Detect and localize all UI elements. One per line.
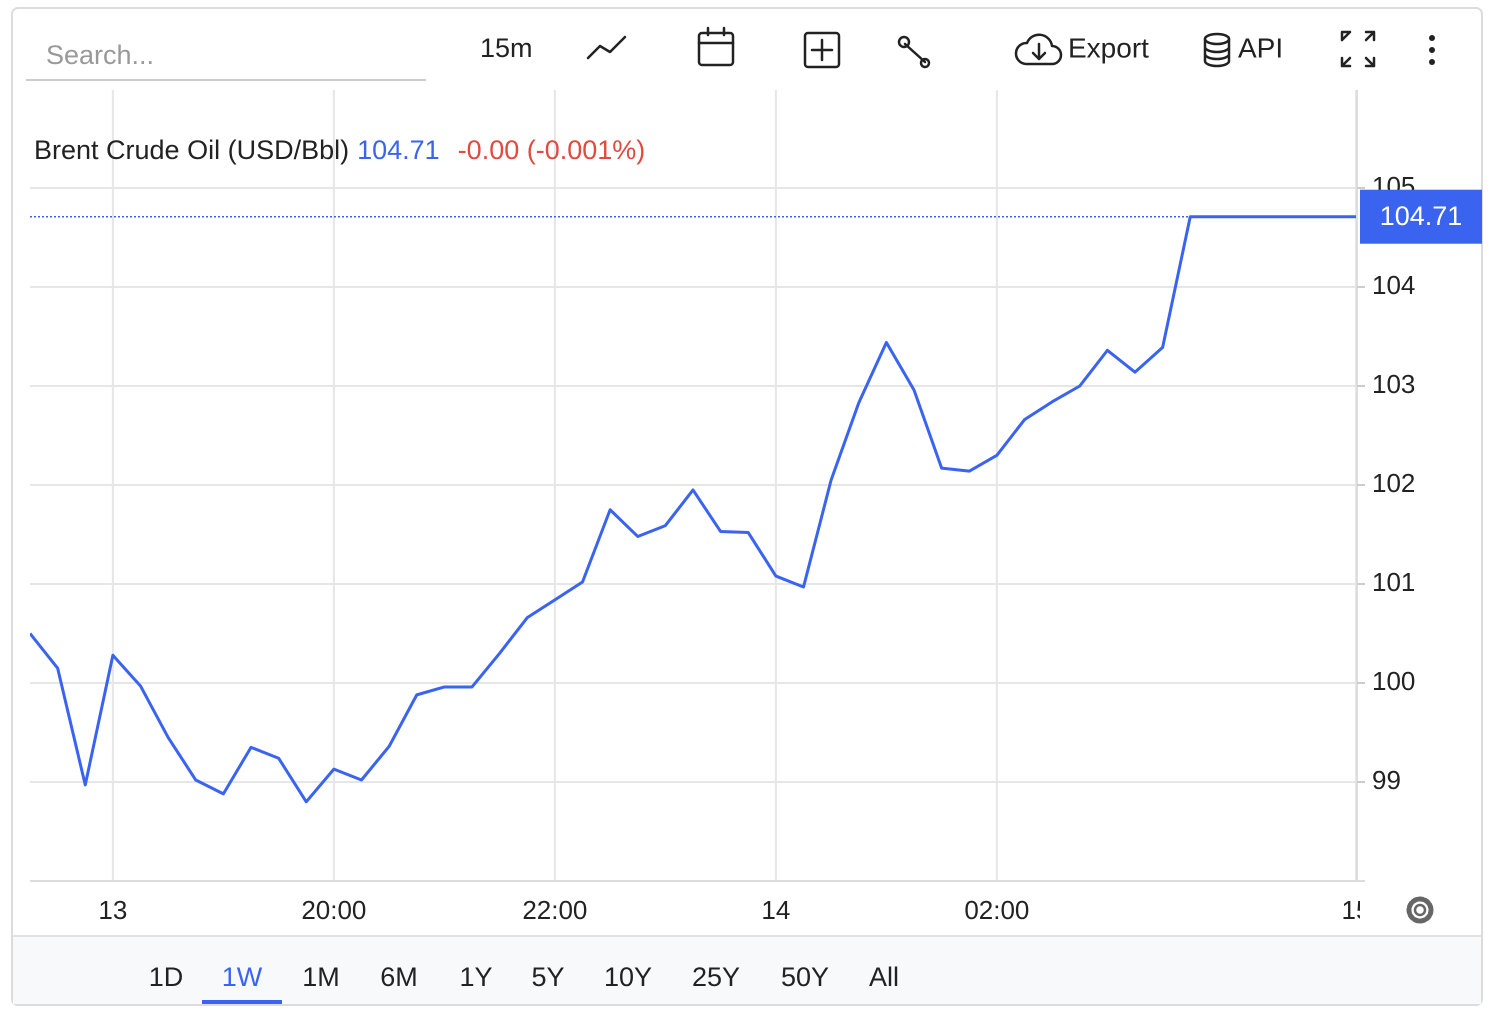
range-button[interactable]: 1D <box>149 962 184 992</box>
plot <box>30 215 1358 804</box>
chart-type-icon[interactable] <box>586 35 627 60</box>
y-tick-label: 104 <box>1372 270 1415 300</box>
y-tick-label: 103 <box>1372 369 1415 399</box>
y-tick-label: 99 <box>1372 765 1401 795</box>
export-button[interactable]: Export <box>1014 32 1149 66</box>
x-tick-label: 14 <box>761 895 790 925</box>
range-button[interactable]: 1Y <box>459 962 492 992</box>
range-bar <box>13 936 1481 1004</box>
x-tick-label: 20:00 <box>301 895 366 925</box>
last-value-box <box>1360 189 1482 244</box>
range-button[interactable]: 25Y <box>692 962 740 992</box>
last-value-label: 104.71 <box>1380 201 1463 231</box>
range-button[interactable]: 1W <box>222 962 263 992</box>
y-tick-label: 101 <box>1372 567 1415 597</box>
range-button[interactable]: 1M <box>302 962 340 992</box>
api-button[interactable]: API <box>1203 32 1283 68</box>
menu-icon[interactable] <box>1429 35 1435 65</box>
export-label[interactable]: Export <box>1068 32 1149 63</box>
tools-icon[interactable] <box>897 35 931 69</box>
x-tick-label: 22:00 <box>522 895 587 925</box>
calendar-icon[interactable] <box>697 26 735 67</box>
range-button[interactable]: 5Y <box>531 962 564 992</box>
x-tick-label: 13 <box>98 895 127 925</box>
price-line <box>30 215 1356 804</box>
x-tick-label: 15 <box>1342 895 1371 925</box>
legend-name: Brent Crude Oil (USD/Bbl) <box>34 135 349 165</box>
interval-button[interactable]: 15m <box>480 33 533 63</box>
compare-icon[interactable] <box>803 31 841 69</box>
toolbar: Search... 15m Export API <box>26 26 1435 81</box>
fullscreen-icon[interactable] <box>1340 30 1376 68</box>
legend-value: 104.71 <box>357 135 440 165</box>
x-axis: 13 20:00 22:00 14 02:00 15 <box>98 895 1371 925</box>
x-tick-label: 02:00 <box>964 895 1029 925</box>
range-button[interactable]: 6M <box>380 962 418 992</box>
y-tick-label: 102 <box>1372 468 1415 498</box>
y-tick-label: 100 <box>1372 666 1415 696</box>
range-active-underline <box>202 1000 282 1004</box>
range-button[interactable]: 50Y <box>781 962 829 992</box>
range-buttons: 1D 1W 1M 6M 1Y 5Y 10Y 25Y 50Y All <box>149 962 899 1004</box>
search-input[interactable]: Search... <box>46 40 154 70</box>
range-button[interactable]: All <box>869 962 899 992</box>
settings-icon[interactable] <box>1406 896 1434 924</box>
range-button[interactable]: 10Y <box>604 962 652 992</box>
api-label[interactable]: API <box>1238 32 1283 63</box>
legend-change: -0.00 (-0.001%) <box>458 135 646 165</box>
